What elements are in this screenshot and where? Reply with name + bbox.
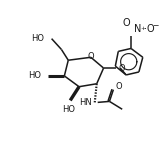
Text: HO: HO: [28, 71, 41, 80]
Text: O: O: [88, 52, 94, 61]
Text: O: O: [118, 64, 125, 73]
Text: O: O: [122, 18, 130, 28]
Text: −: −: [153, 21, 159, 30]
Text: O: O: [115, 82, 122, 91]
Text: HO: HO: [62, 105, 75, 114]
Text: HN: HN: [79, 98, 92, 107]
Text: HO: HO: [31, 34, 44, 43]
Text: N: N: [134, 24, 141, 34]
Text: +: +: [140, 26, 145, 31]
Text: ·O: ·O: [144, 24, 154, 34]
